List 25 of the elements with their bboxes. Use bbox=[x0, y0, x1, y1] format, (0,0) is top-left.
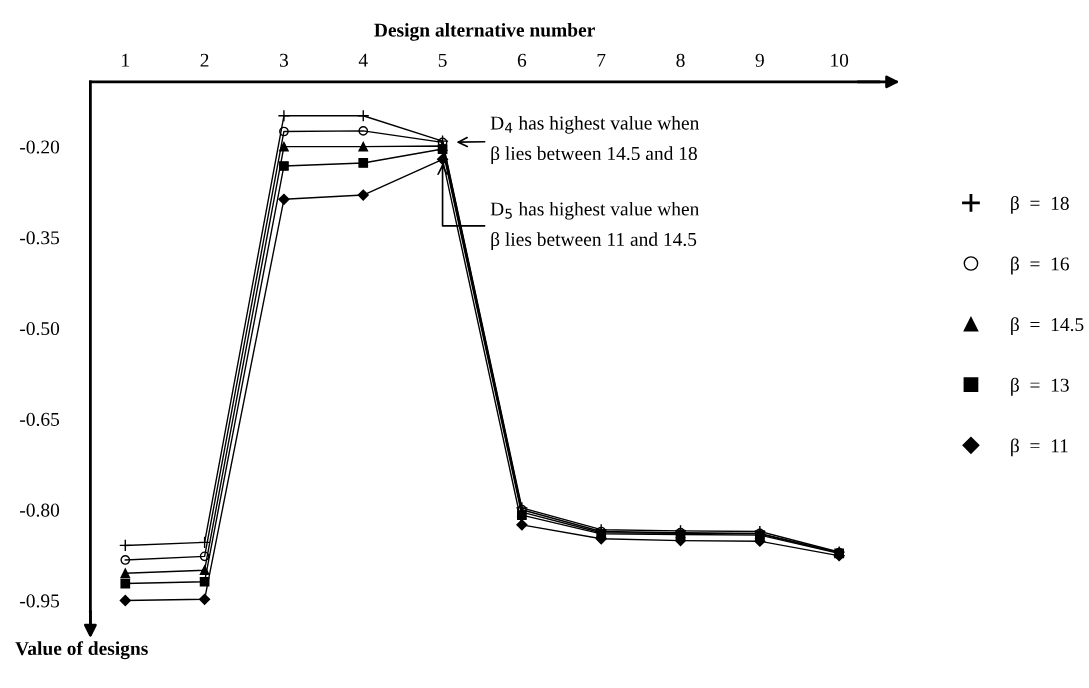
legend-label: β = 14.5 bbox=[1011, 317, 1084, 336]
x-tick-label: 7 bbox=[597, 53, 606, 67]
y-tick-label: -0.35 bbox=[20, 231, 60, 245]
legend-label: β = 18 bbox=[1011, 196, 1069, 214]
y-tick-label: -0.65 bbox=[20, 412, 60, 426]
y-tick-label: -0.50 bbox=[20, 321, 60, 336]
x-tick-label: 5 bbox=[438, 53, 447, 67]
annotation: D$_{4}$ has highest value when β lies between 14.5 and 18 bbox=[490, 115, 700, 164]
y-tick-label: -0.20 bbox=[20, 140, 60, 154]
y-axis-title: Value of designs bbox=[15, 641, 148, 660]
x-tick-label: 1 bbox=[122, 53, 129, 67]
y-tick-label: -0.95 bbox=[20, 594, 60, 608]
x-tick-label: 9 bbox=[755, 53, 764, 67]
x-tick-label: 2 bbox=[200, 53, 209, 67]
legend-label: β = 11 bbox=[1011, 438, 1068, 457]
x-tick-label: 6 bbox=[517, 53, 527, 67]
x-tick-label: 10 bbox=[831, 53, 849, 67]
x-tick-label: 4 bbox=[358, 53, 368, 67]
annotation: D$_{5}$ has highest value when β lies between 11 and 14.5 bbox=[490, 201, 700, 250]
legend-label: β = 13 bbox=[1011, 377, 1069, 396]
y-tick-label: -0.80 bbox=[20, 503, 60, 517]
x-tick-label: 8 bbox=[676, 53, 685, 67]
x-tick-label: 3 bbox=[280, 53, 289, 67]
x-axis-title: Design alternative number bbox=[374, 22, 595, 41]
legend-label: β = 16 bbox=[1011, 256, 1070, 275]
